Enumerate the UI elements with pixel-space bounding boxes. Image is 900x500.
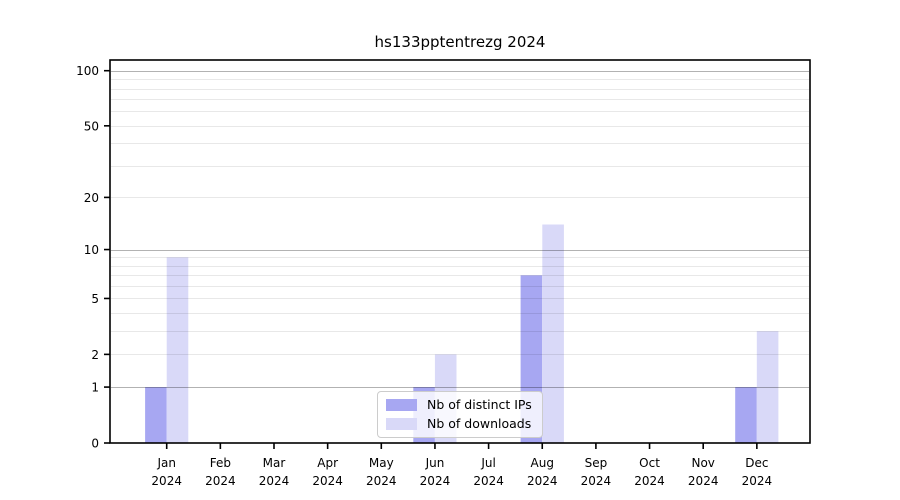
x-tick-label-feb: Feb [210, 456, 231, 470]
x-tick-label-may: May [369, 456, 394, 470]
y-tick-label-20: 20 [84, 191, 99, 205]
x-tick-label-jul: Jul [480, 456, 495, 470]
x-tick-label-oct: Oct [639, 456, 660, 470]
y-tick-label-0: 0 [91, 437, 99, 451]
legend-swatch-downloads [386, 417, 417, 430]
x-tick-label-dec: Dec [745, 456, 768, 470]
x-tick-year-jan: 2024 [151, 474, 182, 488]
chart-title: hs133pptentrezg 2024 [374, 33, 546, 51]
plot-border [109, 59, 811, 444]
x-tick-year-aug: 2024 [527, 474, 558, 488]
y-tick-label-2: 2 [91, 348, 99, 362]
x-tick-year-jun: 2024 [420, 474, 451, 488]
y-tick-label-100: 100 [76, 64, 99, 78]
y-tick-label-5: 5 [91, 292, 99, 306]
bar-ips-dec [735, 387, 757, 443]
x-tick-label-nov: Nov [691, 456, 714, 470]
x-tick-year-jul: 2024 [473, 474, 504, 488]
x-tick-label-apr: Apr [317, 456, 338, 470]
y-tick-label-50: 50 [84, 119, 99, 133]
x-tick-year-dec: 2024 [742, 474, 773, 488]
x-tick-year-sep: 2024 [581, 474, 612, 488]
x-tick-year-apr: 2024 [312, 474, 343, 488]
x-tick-year-feb: 2024 [205, 474, 236, 488]
y-tick-label-1: 1 [91, 381, 99, 395]
legend-row-downloads: Nb of downloads [386, 416, 532, 431]
legend-label-distinct-ips: Nb of distinct IPs [427, 397, 532, 412]
legend: Nb of distinct IPs Nb of downloads [377, 391, 543, 438]
bar-downloads-aug [542, 224, 564, 443]
x-tick-label-jun: Jun [425, 456, 445, 470]
x-tick-label-sep: Sep [585, 456, 608, 470]
y-tick-label-10: 10 [84, 243, 99, 257]
x-tick-year-nov: 2024 [688, 474, 719, 488]
legend-swatch-distinct-ips [386, 398, 417, 411]
x-tick-label-jan: Jan [156, 456, 176, 470]
x-tick-label-aug: Aug [531, 456, 554, 470]
bar-downloads-jan [166, 257, 189, 443]
bar-downloads-dec [756, 331, 779, 443]
x-tick-year-mar: 2024 [259, 474, 290, 488]
bar-ips-jan [145, 387, 167, 443]
x-tick-year-oct: 2024 [634, 474, 665, 488]
legend-row-distinct-ips: Nb of distinct IPs [386, 397, 532, 412]
x-tick-year-may: 2024 [366, 474, 397, 488]
legend-label-downloads: Nb of downloads [427, 416, 532, 431]
x-tick-label-mar: Mar [263, 456, 286, 470]
